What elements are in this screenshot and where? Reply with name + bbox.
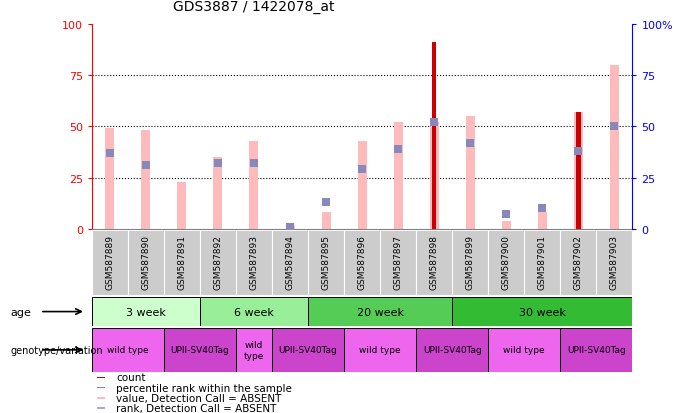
- Bar: [344, 328, 416, 372]
- Text: GSM587903: GSM587903: [610, 235, 619, 290]
- Text: GSM587890: GSM587890: [141, 235, 150, 290]
- Point: [573, 148, 583, 155]
- Text: GSM587893: GSM587893: [250, 235, 258, 290]
- Bar: [177, 182, 186, 229]
- Bar: [560, 328, 632, 372]
- Point: [320, 199, 331, 206]
- Text: wild
type: wild type: [244, 340, 264, 360]
- Text: genotype/variation: genotype/variation: [10, 345, 103, 355]
- Bar: [502, 221, 511, 229]
- Bar: [236, 328, 272, 372]
- Bar: [272, 328, 344, 372]
- Point: [500, 211, 511, 218]
- Point: [141, 163, 152, 169]
- Text: UPII-SV40Tag: UPII-SV40Tag: [423, 346, 481, 354]
- Bar: [452, 297, 632, 326]
- Bar: [322, 213, 330, 229]
- Bar: [308, 297, 452, 326]
- Point: [392, 146, 403, 153]
- Bar: [416, 328, 488, 372]
- Text: UPII-SV40Tag: UPII-SV40Tag: [171, 346, 229, 354]
- Bar: [97, 407, 105, 409]
- Text: wild type: wild type: [107, 346, 149, 354]
- Point: [537, 205, 547, 212]
- Bar: [214, 158, 222, 229]
- Text: GSM587896: GSM587896: [358, 235, 367, 290]
- Text: GSM587898: GSM587898: [430, 235, 439, 290]
- Text: UPII-SV40Tag: UPII-SV40Tag: [567, 346, 626, 354]
- Text: GSM587891: GSM587891: [177, 235, 186, 290]
- Bar: [97, 377, 105, 378]
- Text: age: age: [10, 307, 31, 317]
- Bar: [576, 113, 581, 229]
- Point: [464, 140, 475, 147]
- Text: GSM587902: GSM587902: [574, 235, 583, 289]
- Bar: [250, 141, 258, 229]
- Point: [428, 120, 439, 126]
- Bar: [92, 297, 200, 326]
- Text: percentile rank within the sample: percentile rank within the sample: [116, 383, 292, 393]
- Text: 20 week: 20 week: [356, 307, 404, 317]
- Bar: [466, 117, 475, 229]
- Bar: [92, 328, 164, 372]
- Bar: [394, 123, 403, 229]
- Point: [105, 150, 116, 157]
- Bar: [164, 328, 236, 372]
- Bar: [432, 43, 437, 229]
- Text: GSM587892: GSM587892: [214, 235, 222, 289]
- Bar: [538, 213, 547, 229]
- Bar: [574, 113, 583, 229]
- Bar: [286, 225, 294, 229]
- Text: GSM587894: GSM587894: [286, 235, 294, 289]
- Bar: [200, 297, 308, 326]
- Text: UPII-SV40Tag: UPII-SV40Tag: [279, 346, 337, 354]
- Point: [284, 224, 295, 230]
- Text: GDS3887 / 1422078_at: GDS3887 / 1422078_at: [173, 0, 335, 14]
- Text: 30 week: 30 week: [519, 307, 566, 317]
- Text: GSM587899: GSM587899: [466, 235, 475, 290]
- Bar: [97, 387, 105, 389]
- Point: [356, 166, 367, 173]
- Bar: [430, 123, 439, 229]
- Point: [248, 161, 259, 167]
- Text: count: count: [116, 373, 146, 382]
- Text: 3 week: 3 week: [126, 307, 166, 317]
- Text: wild type: wild type: [359, 346, 401, 354]
- Point: [609, 124, 619, 131]
- Text: GSM587889: GSM587889: [105, 235, 114, 290]
- Text: value, Detection Call = ABSENT: value, Detection Call = ABSENT: [116, 393, 282, 403]
- Text: GSM587895: GSM587895: [322, 235, 330, 290]
- Bar: [358, 141, 367, 229]
- Text: GSM587901: GSM587901: [538, 235, 547, 290]
- Point: [212, 161, 223, 167]
- Bar: [105, 129, 114, 229]
- Text: rank, Detection Call = ABSENT: rank, Detection Call = ABSENT: [116, 403, 277, 413]
- Text: GSM587897: GSM587897: [394, 235, 403, 290]
- Text: wild type: wild type: [503, 346, 545, 354]
- Text: 6 week: 6 week: [234, 307, 274, 317]
- Text: GSM587900: GSM587900: [502, 235, 511, 290]
- Bar: [610, 66, 619, 229]
- Bar: [488, 328, 560, 372]
- Bar: [97, 397, 105, 399]
- Bar: [141, 131, 150, 229]
